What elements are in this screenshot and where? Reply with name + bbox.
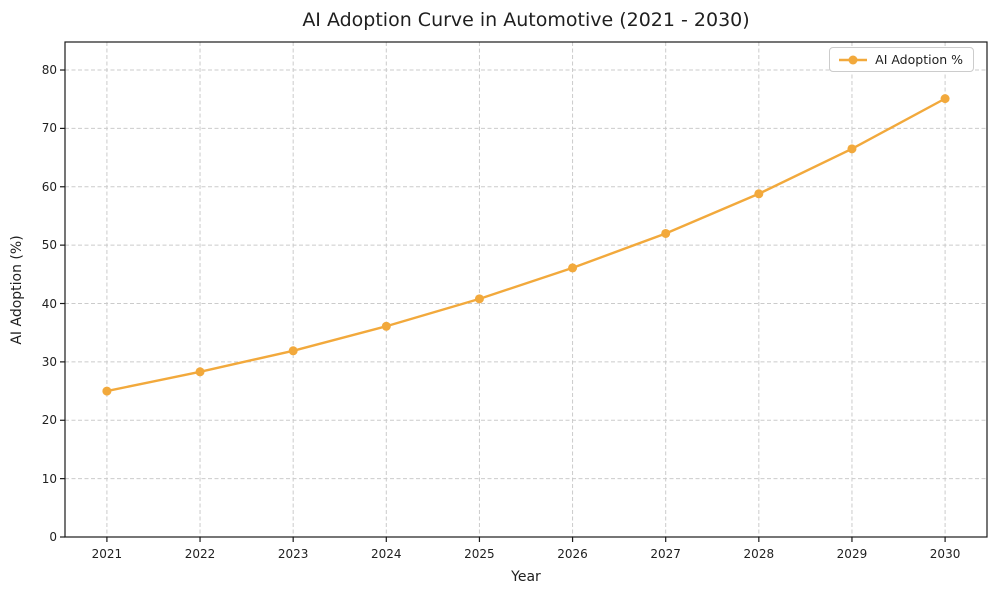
- chart-title: AI Adoption Curve in Automotive (2021 - …: [302, 9, 750, 31]
- legend-label: AI Adoption %: [875, 52, 963, 67]
- x-tick-label: 2026: [557, 547, 588, 561]
- data-point: [754, 189, 764, 199]
- data-point: [288, 346, 298, 356]
- data-point: [661, 228, 671, 238]
- data-point: [474, 294, 484, 304]
- x-tick-label: 2029: [836, 547, 868, 561]
- x-tick-label: 2021: [91, 547, 123, 561]
- x-tick-label: 2028: [743, 547, 775, 561]
- y-tick-label: 70: [41, 121, 57, 136]
- y-tick-label: 40: [41, 296, 57, 311]
- plot-border: [64, 41, 988, 538]
- y-tick-label: 60: [41, 179, 57, 194]
- x-tick-label: 2024: [371, 547, 402, 561]
- data-point: [940, 94, 950, 104]
- data-point: [195, 367, 205, 377]
- data-point: [381, 321, 391, 331]
- x-axis-label: Year: [511, 569, 541, 585]
- x-tick-label: 2025: [464, 547, 495, 561]
- y-tick-label: 80: [41, 63, 57, 78]
- y-tick-label: 0: [49, 530, 57, 544]
- y-tick-label: 30: [41, 354, 57, 369]
- x-tick-label: 2027: [650, 547, 681, 561]
- legend-line-marker-icon: [839, 55, 868, 64]
- x-tick-label: 2022: [184, 547, 216, 561]
- y-tick-label: 10: [41, 471, 57, 486]
- legend: AI Adoption %: [829, 47, 974, 72]
- data-point: [568, 263, 578, 273]
- data-point: [847, 144, 857, 154]
- y-tick-label: 50: [41, 238, 57, 253]
- data-point: [102, 386, 112, 396]
- x-tick-label: 2023: [277, 547, 309, 561]
- x-tick-label: 2030: [929, 547, 961, 561]
- data-line: [105, 97, 947, 393]
- y-tick-label: 20: [41, 413, 57, 428]
